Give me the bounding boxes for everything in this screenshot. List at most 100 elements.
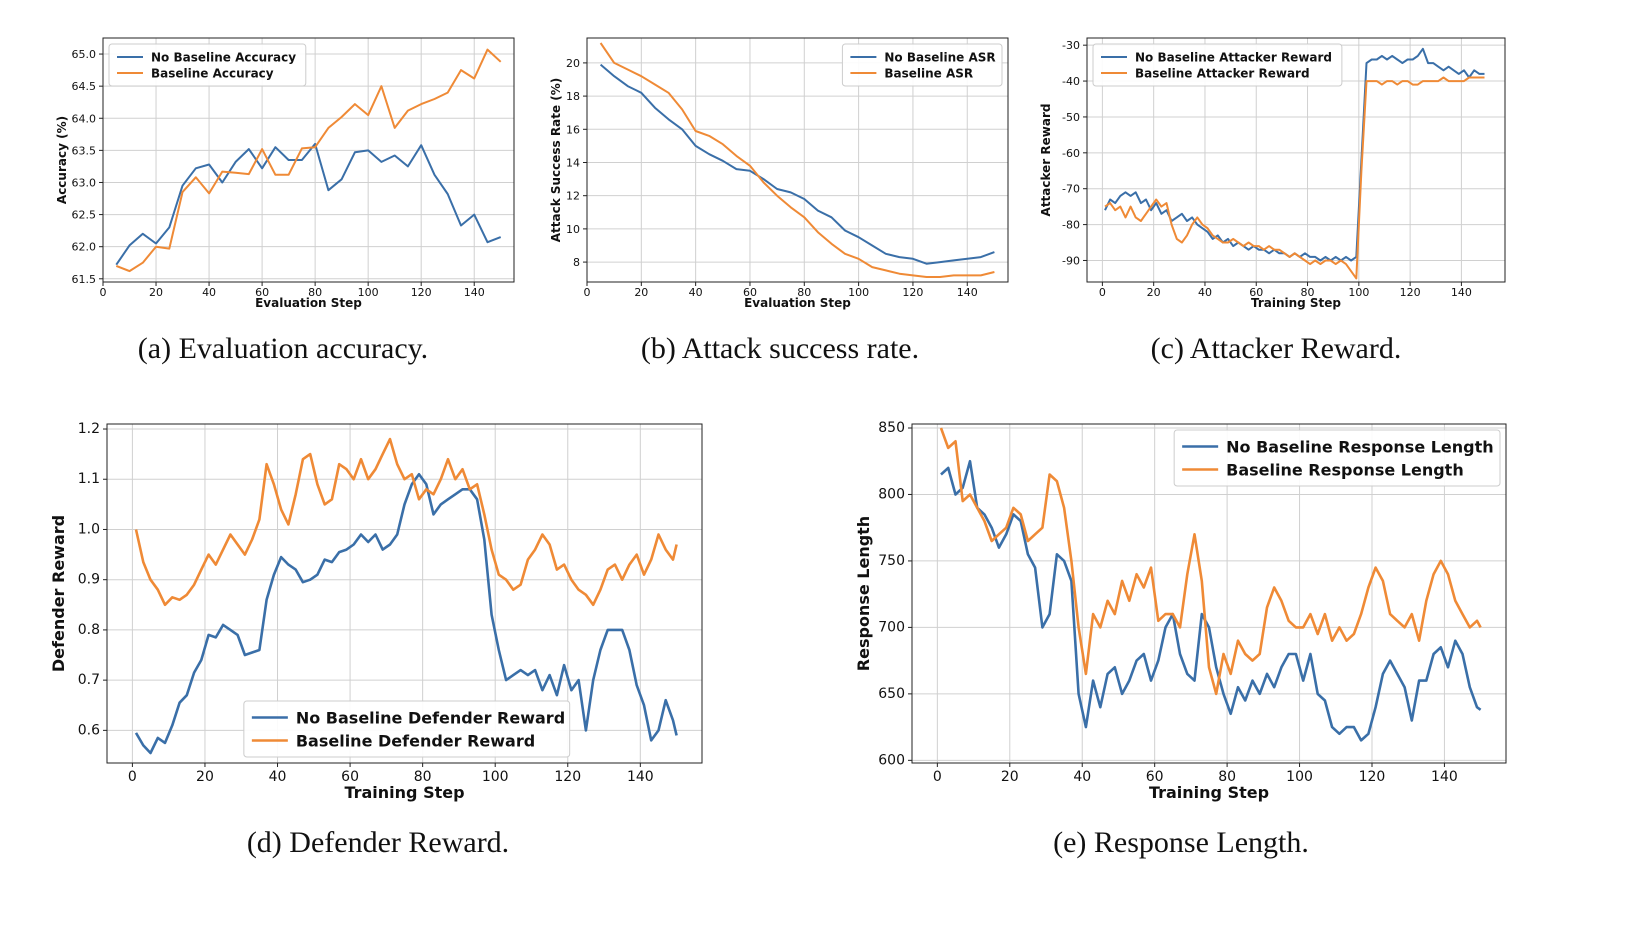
x-axis-label: Training Step — [344, 783, 464, 802]
y-tick-label: 1.2 — [78, 421, 100, 437]
plot-frame — [911, 423, 1507, 764]
x-tick-label: 120 — [554, 769, 581, 785]
y-tick-label: -60 — [1062, 147, 1080, 160]
legend-label: Baseline Response Length — [1226, 460, 1464, 479]
plot-frame — [1086, 37, 1506, 283]
x-axis-label: Evaluation Step — [255, 296, 362, 310]
series-line-orange — [134, 437, 678, 607]
x-tick-label: 80 — [797, 286, 811, 299]
x-tick-label: 120 — [1400, 286, 1421, 299]
x-tick-label: 120 — [902, 286, 923, 299]
x-tick-label: 40 — [1198, 286, 1212, 299]
y-tick-label: 600 — [878, 752, 905, 768]
series-line-blue — [134, 472, 678, 755]
y-axis-label: Accuracy (%) — [55, 116, 69, 204]
series-line-blue — [115, 142, 502, 266]
x-tick-label: 0 — [933, 769, 942, 785]
x-tick-label: 120 — [411, 286, 432, 299]
x-tick-label: 80 — [414, 769, 432, 785]
x-tick-label: 100 — [358, 286, 379, 299]
y-tick-label: -90 — [1062, 254, 1080, 267]
series-line-orange — [599, 42, 995, 278]
x-tick-label: 20 — [1147, 286, 1161, 299]
caption-e: (e) Response Length. — [1053, 826, 1309, 859]
x-tick-label: 80 — [1218, 769, 1236, 785]
y-tick-label: 750 — [878, 553, 905, 569]
y-tick-label: 63.0 — [72, 176, 97, 189]
x-tick-label: 80 — [308, 286, 322, 299]
x-tick-label: 60 — [1249, 286, 1263, 299]
legend-box — [108, 43, 307, 87]
x-tick-label: 140 — [1431, 769, 1458, 785]
x-tick-label: 140 — [957, 286, 978, 299]
x-axis-label: Evaluation Step — [744, 296, 851, 310]
y-tick-label: 18 — [566, 90, 580, 103]
legend-label: Baseline Defender Reward — [296, 731, 535, 750]
y-tick-label: 650 — [878, 686, 905, 702]
legend-label: No Baseline Response Length — [1226, 437, 1494, 456]
x-tick-label: 40 — [1073, 769, 1091, 785]
legend-label: Baseline Accuracy — [151, 66, 274, 80]
y-tick-label: 0.7 — [78, 672, 100, 688]
caption-b: (b) Attack success rate. — [640, 332, 920, 365]
y-tick-label: 64.5 — [72, 80, 97, 93]
x-tick-label: 100 — [848, 286, 869, 299]
series-line-blue — [940, 459, 1482, 742]
y-tick-label: -80 — [1062, 219, 1080, 232]
x-tick-label: 80 — [1301, 286, 1315, 299]
chart-e-group: 0 20 40 60 80 100 120 140 600 650 700 750 800 850 Trai… — [854, 420, 1507, 802]
caption-a: (a) Evaluation accuracy. — [137, 332, 429, 365]
legend-box — [243, 700, 571, 758]
plot-frame — [106, 423, 703, 764]
x-tick-label: 40 — [689, 286, 703, 299]
y-axis-label: Attacker Reward — [1039, 104, 1053, 217]
x-tick-label: 0 — [100, 286, 107, 299]
plot-frame — [586, 37, 1009, 283]
x-tick-label: 100 — [482, 769, 509, 785]
y-axis-label: Defender Reward — [49, 515, 68, 672]
chart-b-group: 0 20 40 60 80 100 120 140 8 10 12 14 16 18 20 Evaluatio… — [549, 37, 1009, 310]
legend-label: No Baseline Attacker Reward — [1135, 50, 1332, 64]
legend-label: Baseline Attacker Reward — [1135, 66, 1310, 80]
legend-label: Baseline ASR — [884, 66, 973, 80]
y-tick-label: 65.0 — [72, 48, 97, 61]
y-tick-label: 1.0 — [78, 521, 100, 537]
plot-frame — [102, 37, 515, 283]
x-tick-label: 40 — [202, 286, 216, 299]
x-tick-label: 120 — [1359, 769, 1386, 785]
x-tick-label: 60 — [743, 286, 757, 299]
y-tick-label: -50 — [1062, 111, 1080, 124]
x-tick-label: 20 — [634, 286, 648, 299]
series-line-orange — [115, 48, 502, 273]
y-tick-label: 8 — [573, 256, 580, 269]
series-line-orange — [1104, 76, 1485, 280]
x-tick-label: 0 — [128, 769, 137, 785]
x-tick-label: 0 — [1099, 286, 1106, 299]
x-axis-label: Training Step — [1251, 296, 1341, 310]
y-axis-label: Attack Success Rate (%) — [549, 78, 563, 243]
y-tick-label: 12 — [566, 190, 580, 203]
caption-d: (d) Defender Reward. — [246, 826, 510, 859]
x-tick-label: 40 — [269, 769, 287, 785]
legend-box — [841, 43, 1003, 87]
legend-label: No Baseline Defender Reward — [296, 708, 565, 727]
y-tick-label: 10 — [566, 223, 580, 236]
y-tick-label: 62.5 — [72, 209, 97, 222]
y-tick-label: -30 — [1062, 39, 1080, 52]
y-tick-label: 0.8 — [78, 622, 100, 638]
y-tick-label: -70 — [1062, 183, 1080, 196]
legend-box — [1092, 43, 1343, 87]
x-tick-label: 140 — [464, 286, 485, 299]
caption-c: (c) Attacker Reward. — [1150, 332, 1402, 365]
chart-d-group: 0 20 40 60 80 100 120 140 0.6 0.7 0.8 0.9 1.0 1.1 1.2 T… — [49, 421, 703, 802]
y-tick-label: 64.0 — [72, 112, 97, 125]
series-line-orange — [939, 427, 1482, 696]
x-tick-label: 100 — [1286, 769, 1313, 785]
y-tick-label: 1.1 — [78, 471, 100, 487]
x-tick-label: 140 — [627, 769, 654, 785]
x-tick-label: 20 — [149, 286, 163, 299]
legend-box — [1173, 429, 1501, 487]
chart-c-group: 0 20 40 60 80 100 120 140 -90 -80 -70 -60 -50 -40 -30 T… — [1039, 37, 1506, 310]
chart-a-group: 0 20 40 60 80 100 120 140 61.5 62.0 62.5 63.0 63.5 64… — [55, 37, 515, 310]
